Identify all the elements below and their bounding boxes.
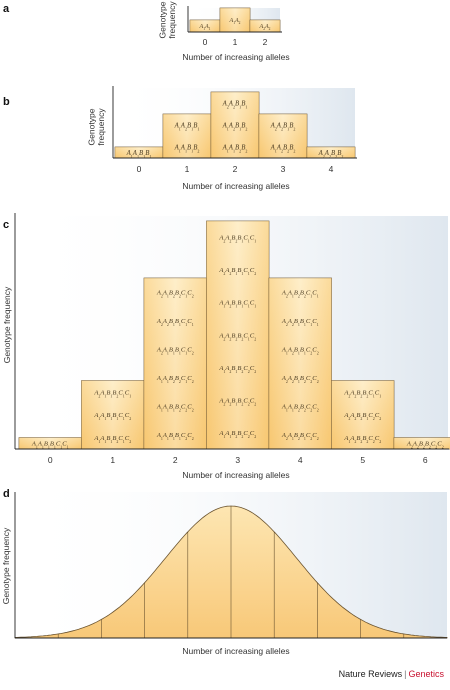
- genotype-label: A1A1B2B2C2C2: [218, 430, 256, 439]
- bar-shade-a-0: [190, 20, 220, 32]
- bar-shade-c-6: [394, 437, 450, 449]
- genotype-label: A1A1B2B2C2C2: [281, 404, 319, 413]
- genotype-label: A2A2B1B1: [222, 100, 248, 109]
- bar-shade-c-5: [331, 380, 394, 449]
- tick-label: 0: [137, 164, 142, 174]
- bar-shade-b-1: [163, 114, 211, 158]
- credit-separator: |: [404, 669, 407, 679]
- genotype-label: A2A2B2B2C1C2: [218, 332, 256, 341]
- tick-label: 4: [329, 164, 334, 174]
- bar-shade-b-3: [259, 114, 307, 158]
- tick-label: 0: [48, 455, 53, 465]
- tick-label: 6: [423, 455, 428, 465]
- genotype-label: A1A2B1B2C2C2: [218, 365, 256, 374]
- genotype-label: A1A2B2B2: [270, 144, 296, 153]
- genotype-label: A2A2B2B2: [318, 150, 344, 159]
- credit-section: Genetics: [408, 669, 444, 679]
- genotype-label: A1A1B1B1C1C1: [31, 441, 69, 450]
- y-axis-label: Genotype frequency: [2, 286, 12, 363]
- bar-shade-a-2: [250, 20, 280, 32]
- bar-shade-c-0: [19, 437, 82, 449]
- x-axis-label: Number of increasing alleles: [182, 646, 289, 656]
- panel-c: A1A1B1B1C1C1 0 A2A1B1B2C1C1 A1A1B1B1C1C2 A1A…: [2, 213, 450, 480]
- genotype-label: A1A1B2B2: [222, 144, 248, 153]
- genotype-label: A1A2B1B1C2C2: [281, 347, 319, 356]
- panel-b: A1A1B1B1 0 A1A2B1B1 A1A1B1B2 1 A2A2B1B1 A1A2B1…: [86, 86, 357, 191]
- panel-a: A1A1 0 A1A2 1 A2A2 2 Number of increasing alle…: [157, 1, 289, 62]
- panel-d: Number of increasing alleles Genotype fre…: [1, 492, 448, 656]
- genotype-label: A2A2: [259, 24, 271, 31]
- tick-label: 5: [360, 455, 365, 465]
- tick-label: 2: [173, 455, 178, 465]
- x-axis-label: Number of increasing alleles: [182, 52, 289, 62]
- bar-shade-c-3: [206, 221, 269, 449]
- bar-shade-c-1: [81, 380, 144, 449]
- genotype-label: A2A1B1B1C1C2: [156, 347, 194, 356]
- genotype-label: A1A2B1B1: [174, 122, 200, 131]
- genotype-label: A2A2B2B2C2C2: [406, 441, 444, 450]
- genotype-label: A2A2B2B1C1C1: [218, 235, 256, 244]
- journal-credit: Nature Reviews | Genetics: [339, 669, 444, 679]
- genotype-label: A2A2B1B2: [270, 122, 296, 131]
- genotype-label: A1A1B1B1C2C2: [156, 432, 194, 441]
- genotype-label: A1A1: [199, 24, 211, 31]
- tick-label: 4: [298, 455, 303, 465]
- bar-shade-b-2: [211, 92, 259, 158]
- genotype-label: A2A1B2B2C1C1: [281, 290, 319, 299]
- panel-letter-b: b: [3, 96, 10, 108]
- genotype-label: A2A1B2B1C2C2: [281, 432, 319, 441]
- genotype-label: A2A1B2B2C1C2: [156, 290, 194, 299]
- panel-letter-d: d: [3, 488, 10, 500]
- credit-journal: Nature Reviews: [338, 669, 403, 679]
- tick-label: 1: [233, 37, 238, 47]
- x-axis-label: Number of increasing alleles: [182, 181, 289, 191]
- genotype-label: A1A1B1B2: [174, 144, 200, 153]
- bar-shade-a-1: [220, 8, 250, 32]
- genotype-label: A2A2B2B2C1C1: [343, 389, 381, 398]
- tick-label: 0: [203, 37, 208, 47]
- genotype-label: A1A2B1B1C1C1: [218, 300, 256, 309]
- genotype-label: A2A2B1B1C1C1: [156, 318, 194, 327]
- tick-label: 3: [235, 455, 240, 465]
- genotype-label: A1A2B2B2C2C2: [343, 435, 381, 444]
- genotype-label: A1A1B2B2C1C2: [156, 375, 194, 384]
- genotype-label: A1A2B1B2: [222, 122, 248, 131]
- x-axis-label: Number of increasing alleles: [182, 470, 289, 480]
- genotype-label: A2A2B2B1C2C2: [343, 412, 381, 421]
- y-axis-label: Genotypefrequency: [157, 1, 176, 39]
- genotype-label: A1A1B1B2C2C2: [156, 404, 194, 413]
- genotype-label: A1A2: [229, 18, 241, 25]
- genotype-label: A2A2B1B1C1C1: [281, 318, 319, 327]
- genotype-label: A1A1B1B1: [126, 150, 152, 159]
- genotype-label: A1A1B1B2C1C2: [93, 435, 131, 444]
- panel-letter-c: c: [3, 219, 9, 231]
- bar-shade-b-0: [115, 147, 163, 158]
- genotype-label: A2A2B1B2C2C2: [281, 375, 319, 384]
- tick-label: 2: [233, 164, 238, 174]
- genotype-label: A2A1B1B2C1C1: [93, 389, 131, 398]
- bar-shade-b-4: [307, 147, 355, 158]
- tick-label: 1: [110, 455, 115, 465]
- bar-shade-c-2: [144, 278, 207, 449]
- genotype-label: A2A2B1B2C2C2: [218, 397, 256, 406]
- genotype-label: A1A1B1B1C1C2: [93, 412, 131, 421]
- tick-label: 3: [281, 164, 286, 174]
- panel-letter-a: a: [3, 3, 10, 15]
- bar-shade-c-4: [269, 278, 332, 449]
- tick-label: 2: [263, 37, 268, 47]
- y-axis-label: Genotype frequency: [1, 527, 11, 604]
- y-axis-label: Genotypefrequency: [86, 108, 105, 146]
- genotype-label: A2A2B1B1C1C2: [218, 267, 256, 276]
- tick-label: 1: [185, 164, 190, 174]
